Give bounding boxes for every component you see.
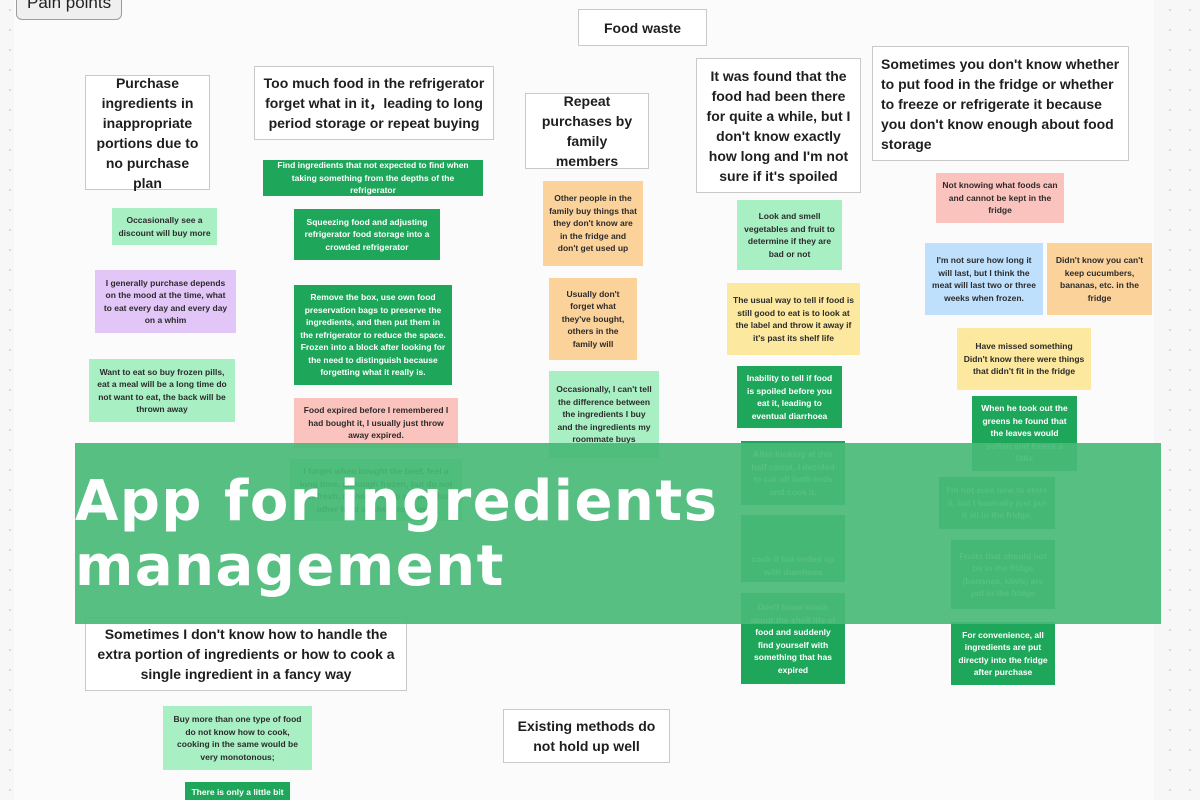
sticky-note[interactable]: Remove the box, use own food preservatio… <box>294 285 452 385</box>
header-fridge-storage[interactable]: Sometimes you don't know whether to put … <box>872 46 1129 161</box>
header-too-much-food[interactable]: Too much food in the refrigerator forget… <box>254 66 494 140</box>
sticky-note[interactable]: Other people in the family buy things th… <box>543 181 643 266</box>
header-food-waste[interactable]: Food waste <box>578 9 707 46</box>
sticky-note[interactable]: Look and smell vegetables and fruit to d… <box>737 200 842 270</box>
header-spoiled-unknown[interactable]: It was found that the food had been ther… <box>696 58 861 193</box>
sticky-note[interactable]: Food expired before I remembered I had b… <box>294 398 458 448</box>
banner-title: App for ingredients management <box>75 468 719 599</box>
sticky-note[interactable]: I generally purchase depends on the mood… <box>95 270 236 333</box>
sticky-note[interactable]: Find ingredients that not expected to fi… <box>263 160 483 196</box>
header-existing-methods[interactable]: Existing methods do not hold up well <box>503 709 670 763</box>
sticky-note[interactable]: Squeezing food and adjusting refrigerato… <box>294 209 440 260</box>
sticky-note[interactable]: Usually don't forget what they've bought… <box>549 278 637 360</box>
title-banner: App for ingredients management <box>75 443 1161 624</box>
section-tag-pain-points[interactable]: Pain points <box>16 0 123 20</box>
sticky-note[interactable]: Want to eat so buy frozen pills, eat a m… <box>89 359 235 422</box>
header-purchase-portions[interactable]: Purchase ingredients in inappropriate po… <box>85 75 210 191</box>
sticky-note[interactable]: Didn't know you can't keep cucumbers, ba… <box>1047 243 1152 315</box>
sticky-note[interactable]: I'm not sure how long it will last, but … <box>925 243 1043 315</box>
sticky-note[interactable]: There is only a little bit <box>185 782 290 800</box>
sticky-note[interactable]: For convenience, all ingredients are put… <box>951 622 1055 685</box>
header-extra-portion[interactable]: Sometimes I don't know how to handle the… <box>85 617 407 691</box>
sticky-note[interactable]: Buy more than one type of food do not kn… <box>163 706 312 770</box>
sticky-note[interactable]: Not knowing what foods can and cannot be… <box>936 173 1064 223</box>
sticky-note[interactable]: Inability to tell if food is spoiled bef… <box>737 366 842 428</box>
sticky-note[interactable]: Have missed something Didn't know there … <box>957 328 1091 390</box>
sticky-note[interactable]: The usual way to tell if food is still g… <box>727 283 860 355</box>
sticky-note[interactable]: Occasionally see a discount will buy mor… <box>112 208 217 245</box>
header-repeat-purchases[interactable]: Repeat purchases by family members <box>525 93 649 169</box>
